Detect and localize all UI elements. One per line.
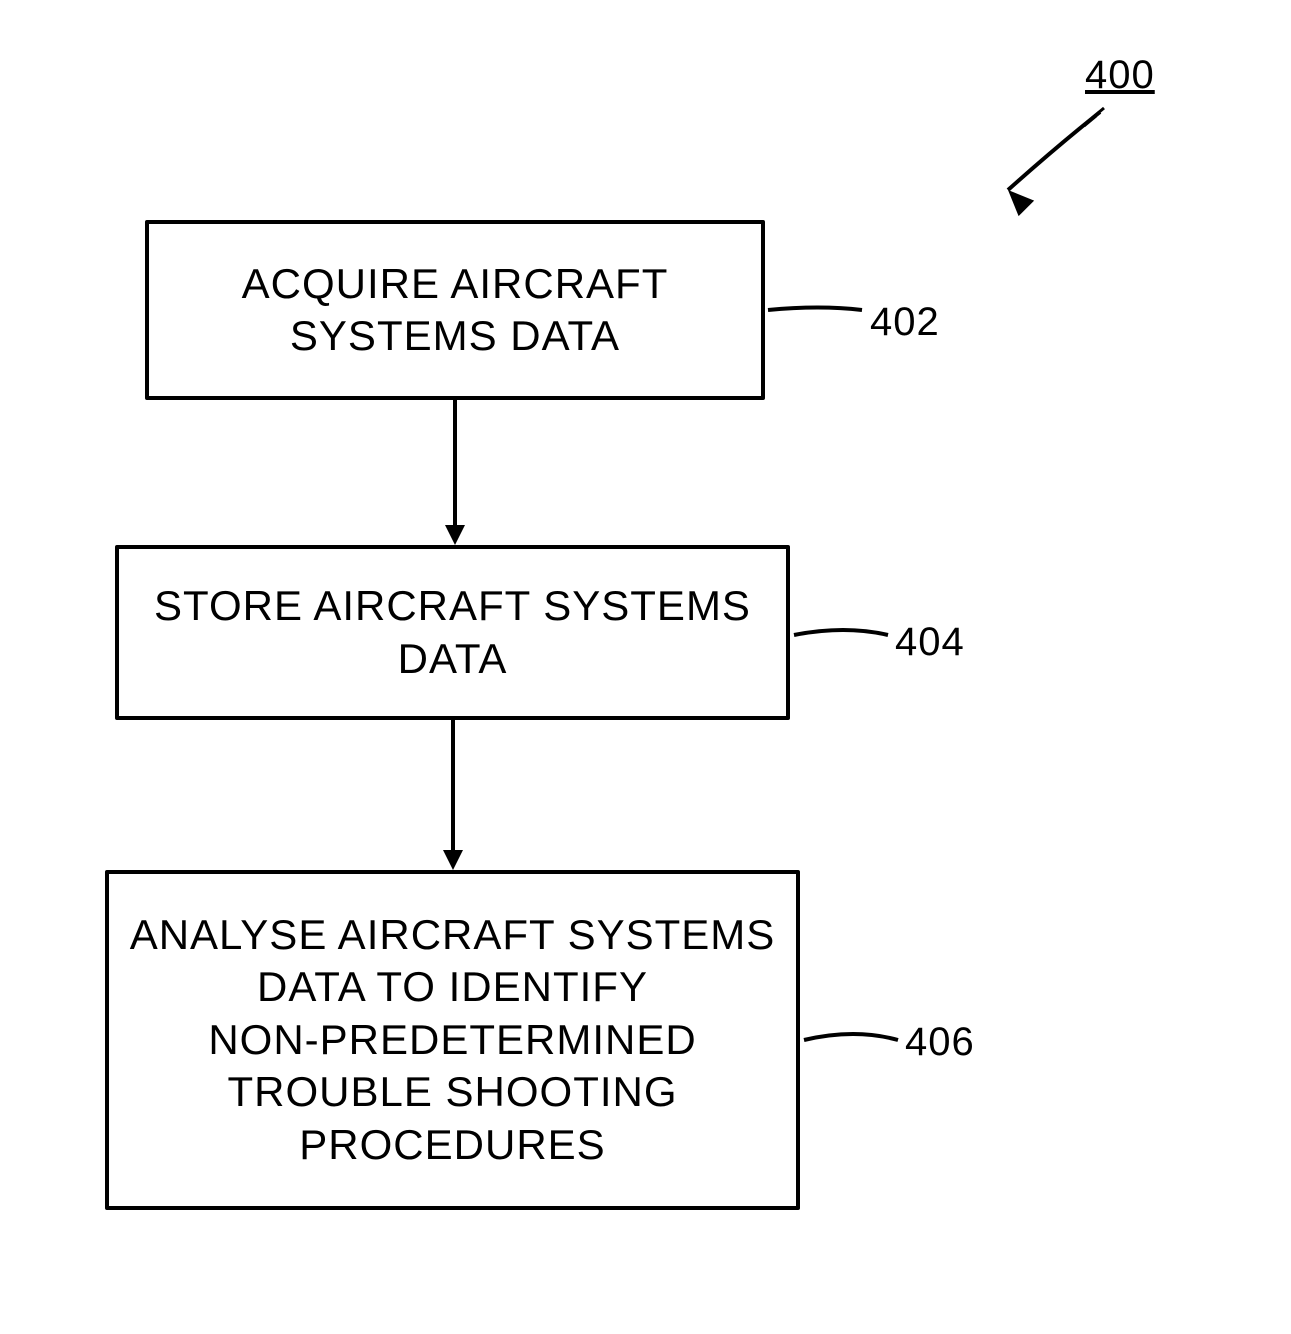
arrow-head-icon [443,850,463,870]
arrow-head-icon [445,525,465,545]
flow-box-analyse: ANALYSE AIRCRAFT SYSTEMSDATA TO IDENTIFY… [105,870,800,1210]
flow-box-text: ANALYSE AIRCRAFT SYSTEMSDATA TO IDENTIFY… [130,909,776,1172]
ref-label-402: 402 [870,300,940,345]
flow-box-store: STORE AIRCRAFT SYSTEMSDATA [115,545,790,720]
flowchart-canvas: 400 ACQUIRE AIRCRAFTSYSTEMS DATA 402 STO… [0,0,1291,1334]
flow-box-acquire: ACQUIRE AIRCRAFTSYSTEMS DATA [145,220,765,400]
flow-box-text: ACQUIRE AIRCRAFTSYSTEMS DATA [242,258,669,363]
ref-label-406: 406 [905,1020,975,1065]
ref-label-400: 400 [1085,53,1155,98]
ref-label-404: 404 [895,620,965,665]
arrow-line [453,400,457,525]
arrow-line [451,720,455,850]
flow-box-text: STORE AIRCRAFT SYSTEMSDATA [154,580,751,685]
